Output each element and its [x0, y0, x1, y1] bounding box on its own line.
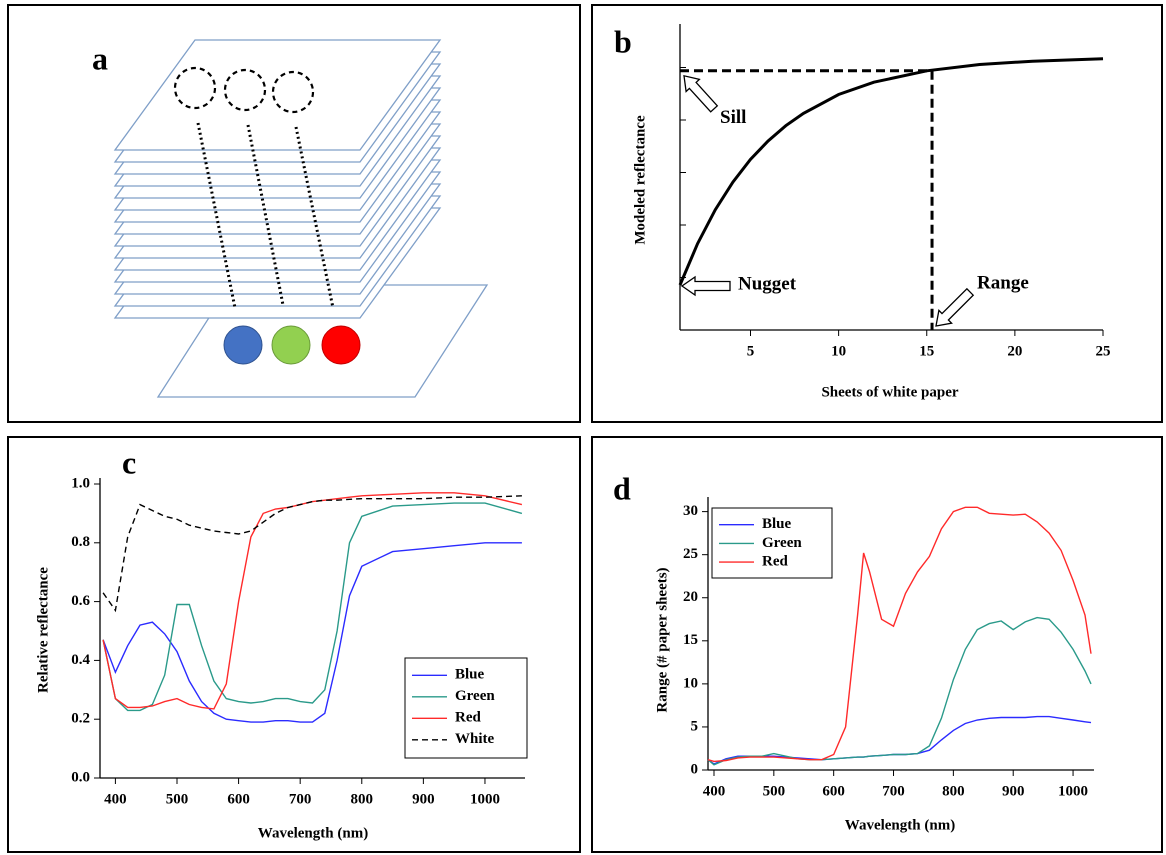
stack-diagram: a: [92, 39, 489, 398]
panel-letter: c: [122, 444, 136, 480]
x-tick-label: 1000: [1058, 783, 1088, 799]
y-axis-label: Modeled reflectance: [632, 115, 648, 245]
x-tick-label: 500: [166, 791, 189, 807]
x-tick-label: 600: [822, 783, 845, 799]
y-tick-label: 20: [683, 589, 698, 605]
y-tick-label: 0.8: [71, 534, 90, 550]
legend-label: Red: [762, 554, 788, 570]
dotted-line: [246, 124, 285, 306]
x-tick-label: 10: [831, 343, 846, 359]
legend-label: White: [455, 731, 495, 747]
data-line: [678, 57, 1104, 286]
legend-label: Red: [455, 710, 481, 726]
y-tick-label: 0.4: [71, 652, 90, 668]
data-line: [707, 506, 1092, 763]
annotation: Sill: [720, 107, 746, 128]
y-tick-label: 10: [683, 675, 698, 691]
y-tick-label: 30: [683, 503, 698, 519]
sill-arrow: [683, 74, 719, 113]
legend-label: Green: [455, 688, 495, 704]
x-tick-label: 20: [1007, 343, 1022, 359]
annotation: Nugget: [738, 273, 797, 294]
panel-frames: [7, 4, 1163, 853]
y-tick-label: 15: [683, 632, 698, 648]
nugget-arrow: [680, 275, 731, 297]
x-tick-label: 15: [919, 343, 934, 359]
x-tick-label: 900: [1002, 783, 1025, 799]
panel-letter: d: [613, 470, 631, 506]
x-tick-label: 800: [942, 783, 965, 799]
x-tick-label: 5: [747, 343, 755, 359]
data-line: [102, 502, 523, 712]
panel-frame: [591, 436, 1163, 853]
dotted-line: [294, 126, 335, 309]
annotation: Range: [977, 272, 1029, 293]
x-axis-label: Wavelength (nm): [845, 817, 955, 833]
range-arrow: [935, 287, 975, 327]
y-tick-label: 0.2: [71, 711, 90, 727]
data-line: [102, 542, 522, 723]
x-tick-label: 800: [351, 791, 374, 807]
x-axis-label: Wavelength (nm): [258, 825, 368, 841]
data-line: [707, 616, 1092, 766]
y-tick-label: 25: [683, 546, 698, 562]
blue-circle: [223, 325, 263, 365]
y-tick-label: 5: [691, 718, 699, 734]
dotted-line: [196, 122, 237, 309]
x-tick-label: 700: [289, 791, 312, 807]
x-tick-label: 600: [227, 791, 250, 807]
legend-label: Blue: [762, 516, 792, 532]
panel-frame: [7, 436, 581, 853]
panel-letter: b: [614, 23, 632, 59]
x-tick-label: 1000: [470, 791, 500, 807]
y-axis-label: Relative reflectance: [35, 567, 51, 693]
legend-label: Blue: [455, 667, 485, 683]
y-tick-label: 1.0: [71, 475, 90, 491]
y-tick-label: 0.6: [71, 593, 90, 609]
sample-circle: [223, 68, 267, 112]
panel-frame: [7, 4, 581, 423]
y-axis-label: Range (# paper sheets): [654, 567, 670, 712]
sample-circle: [271, 70, 315, 114]
data-line: [102, 495, 522, 613]
x-axis-label: Sheets of white paper: [821, 384, 958, 400]
panel-frame: [591, 4, 1163, 423]
x-tick-label: 400: [703, 783, 726, 799]
x-tick-label: 900: [412, 791, 435, 807]
x-tick-label: 25: [1096, 343, 1111, 359]
y-tick-label: 0.0: [71, 769, 90, 785]
x-tick-label: 400: [104, 791, 127, 807]
legend-label: Green: [762, 535, 802, 551]
panel-letter: a: [92, 40, 108, 76]
data-line: [102, 492, 523, 710]
y-tick-label: 0: [691, 761, 699, 777]
green-circle: [271, 325, 311, 365]
x-tick-label: 500: [763, 783, 786, 799]
red-circle: [321, 325, 361, 365]
x-tick-label: 700: [882, 783, 905, 799]
sample-circle: [173, 66, 217, 110]
